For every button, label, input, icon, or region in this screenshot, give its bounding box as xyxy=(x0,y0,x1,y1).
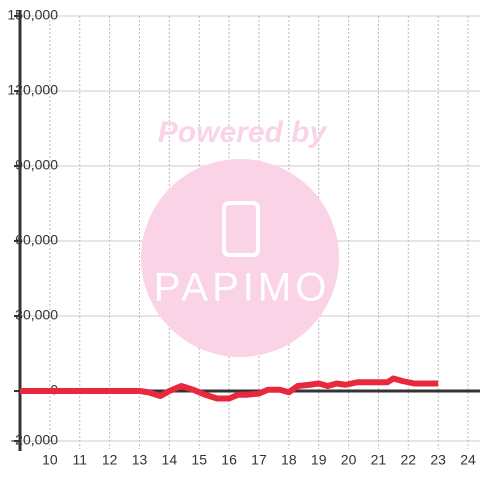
watermark-text: Powered by xyxy=(158,116,328,149)
x-tick-label: 18 xyxy=(281,452,297,468)
x-tick-label: 17 xyxy=(251,452,267,468)
x-tick-label: 16 xyxy=(221,452,237,468)
x-tick-label: 23 xyxy=(430,452,446,468)
watermark-circle xyxy=(141,159,339,357)
watermark: Powered by PAPIMO xyxy=(141,116,339,357)
x-tick-label: 12 xyxy=(102,452,118,468)
x-tick-label: 14 xyxy=(162,452,178,468)
x-tick-label: 11 xyxy=(72,452,87,468)
x-tick-label: 13 xyxy=(132,452,148,468)
x-tick-label: 15 xyxy=(191,452,207,468)
x-tick-label: 24 xyxy=(460,452,476,468)
line-series xyxy=(20,375,439,402)
y-tick-label: 30,000 xyxy=(15,307,58,323)
watermark-logo: PAPIMO xyxy=(154,266,331,310)
x-tick-label: 19 xyxy=(311,452,327,468)
y-tick-label: 120,000 xyxy=(7,82,58,98)
x-tick-label: 21 xyxy=(371,452,387,468)
watermark-phone xyxy=(222,201,260,257)
y-tick-label: 90,000 xyxy=(15,157,58,173)
y-tick-label: -20,000 xyxy=(11,432,59,448)
x-tick-label: 20 xyxy=(341,452,357,468)
x-tick-label: 10 xyxy=(42,452,58,468)
y-tick-label: 150,000 xyxy=(7,7,58,23)
x-tick-label: 22 xyxy=(401,452,417,468)
y-tick-label: 60,000 xyxy=(15,232,58,248)
